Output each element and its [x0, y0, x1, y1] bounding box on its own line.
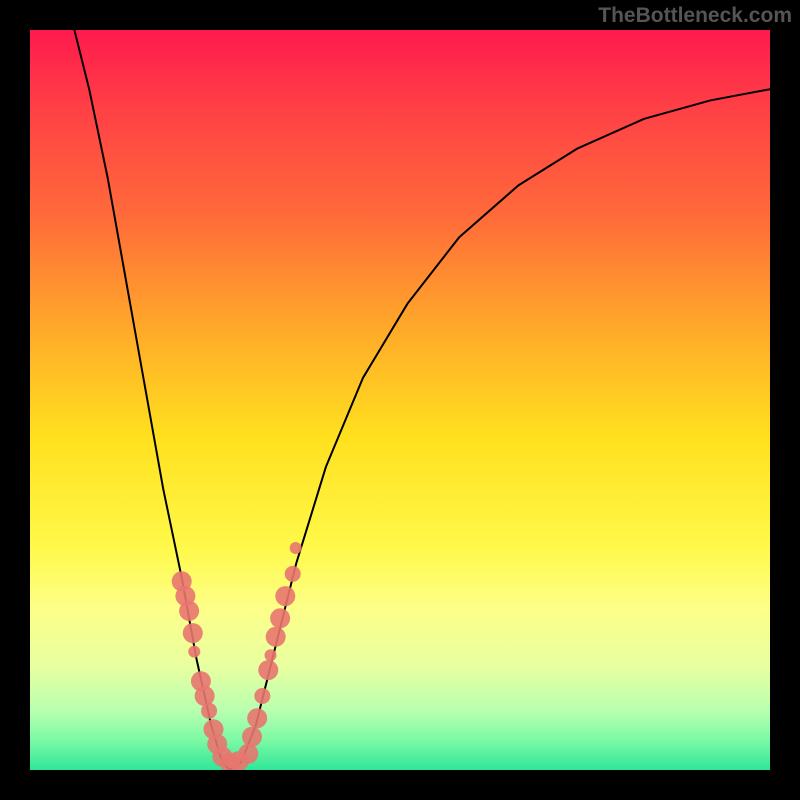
data-point: [270, 608, 290, 628]
bottleneck-chart: [30, 30, 770, 770]
watermark-text: TheBottleneck.com: [598, 4, 792, 28]
data-point: [242, 727, 262, 747]
data-point: [265, 649, 277, 661]
chart-frame: TheBottleneck.com: [0, 0, 800, 800]
data-point: [179, 601, 199, 621]
gradient-background: [30, 30, 770, 770]
data-point: [188, 646, 200, 658]
data-point: [285, 566, 301, 582]
plot-area: [30, 30, 770, 770]
data-point: [254, 688, 270, 704]
data-point: [290, 542, 302, 554]
data-point: [258, 660, 278, 680]
data-point: [201, 703, 217, 719]
data-point: [238, 744, 258, 764]
data-point: [266, 627, 286, 647]
data-point: [183, 623, 203, 643]
data-point: [275, 586, 295, 606]
data-point: [247, 708, 267, 728]
data-point: [195, 686, 215, 706]
